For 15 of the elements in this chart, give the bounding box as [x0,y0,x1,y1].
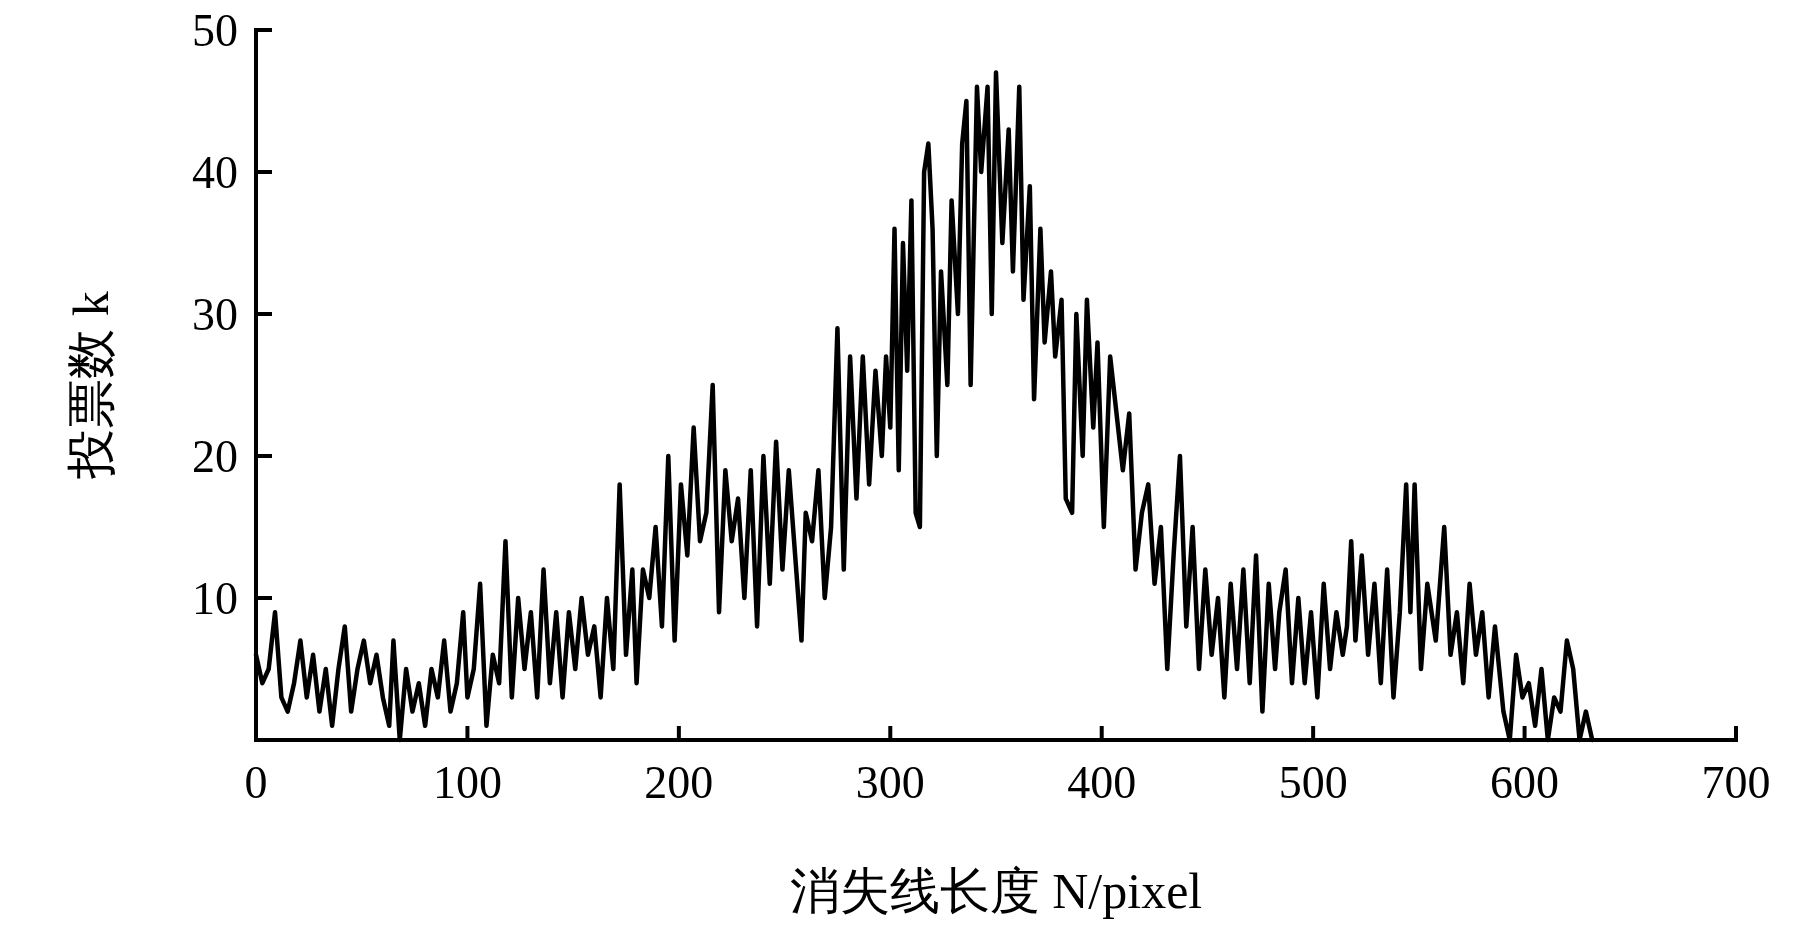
x-tick-label: 600 [1490,757,1560,808]
x-tick-label: 100 [432,757,502,808]
y-tick-label: 40 [192,147,238,199]
x-tick-label: 0 [244,757,268,808]
x-tick-label: 400 [1067,757,1137,808]
x-tick-label: 200 [644,757,714,808]
y-tick-label: 50 [192,5,238,57]
x-axis-title: 消失线长度 N/pixel [789,863,1203,919]
x-tick-label: 700 [1701,757,1771,808]
y-tick-label: 20 [192,431,238,483]
x-tick-label: 300 [855,757,925,808]
y-axis-title: 投票数 k [63,291,119,480]
y-tick-label: 30 [192,289,238,341]
x-tick-label: 500 [1278,757,1348,808]
y-tick-label: 10 [192,573,238,625]
